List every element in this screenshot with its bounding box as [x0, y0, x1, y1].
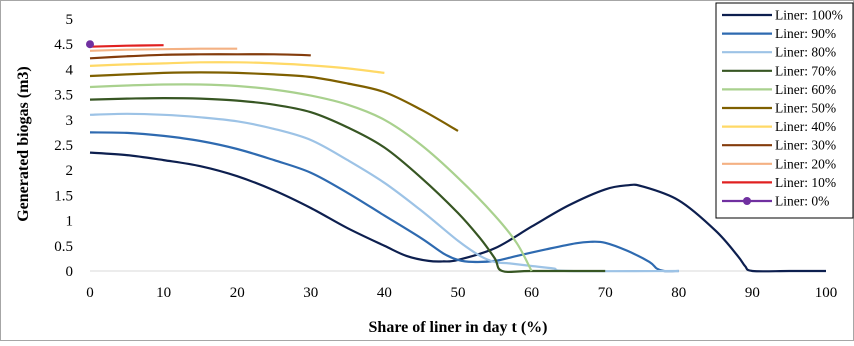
series-line-liner-30 [89, 53, 311, 60]
y-tick-label: 0.5 [54, 239, 73, 255]
series-line-liner-20 [89, 47, 238, 52]
x-tick-label: 60 [524, 285, 539, 301]
x-tick-label: 20 [230, 285, 245, 301]
x-tick-label: 80 [671, 285, 686, 301]
x-tick-labels: 0 10 20 30 40 50 60 70 80 90 100 [86, 285, 837, 301]
series-line-liner-50 [89, 71, 459, 132]
y-tick-label: 2.5 [54, 138, 73, 154]
legend-label: Liner: 100% [775, 8, 843, 23]
y-tick-label: 5 [66, 12, 74, 28]
legend: Liner: 100% Liner: 90% Liner: 80% Liner: 70… [715, 2, 854, 219]
legend-label: Liner: 60% [775, 82, 836, 97]
legend-label: Liner: 30% [775, 138, 836, 153]
legend-label: Liner: 70% [775, 63, 836, 78]
x-tick-label: 100 [815, 285, 838, 301]
x-tick-label: 50 [451, 285, 466, 301]
x-tick-label: 10 [156, 285, 171, 301]
series-line-liner-70 [89, 97, 606, 274]
series-point-liner-0 [86, 40, 94, 49]
y-tick-label: 1.5 [54, 188, 73, 204]
y-tick-label: 3.5 [54, 88, 73, 104]
y-tick-label: 4.5 [54, 37, 73, 53]
x-tick-label: 40 [377, 285, 392, 301]
series-line-liner-60 [89, 83, 533, 272]
y-tick-labels: 0 0.5 1 1.5 2 2.5 3 3.5 4 4.5 5 [54, 12, 73, 280]
legend-label: Liner: 0% [775, 194, 829, 209]
legend-marker-liner-0 [743, 197, 751, 205]
legend-label: Liner: 20% [775, 156, 836, 171]
y-tick-label: 0 [66, 264, 74, 280]
x-tick-label: 90 [745, 285, 760, 301]
legend-label: Liner: 80% [775, 45, 836, 60]
x-axis-title: Share of liner in day t (%) [369, 319, 548, 336]
y-tick-label: 2 [66, 163, 74, 179]
x-tick-label: 30 [303, 285, 318, 301]
y-axis-title: Generated biogas (m3) [15, 66, 32, 222]
series-layer [86, 40, 826, 274]
legend-label: Liner: 90% [775, 26, 836, 41]
x-tick-label: 70 [598, 285, 613, 301]
x-tick-label: 0 [86, 285, 94, 301]
legend-label: Liner: 50% [775, 101, 836, 116]
y-tick-label: 3 [66, 113, 74, 129]
series-line-liner-40 [89, 61, 385, 74]
y-tick-label: 4 [66, 62, 74, 78]
series-line-liner-10 [89, 44, 164, 48]
series-line-liner-80 [89, 112, 679, 273]
legend-label: Liner: 10% [775, 175, 836, 190]
series-line-liner-90 [89, 131, 679, 273]
y-tick-label: 1 [66, 214, 74, 230]
series-line-liner-100 [89, 151, 826, 273]
legend-label: Liner: 40% [775, 119, 836, 134]
